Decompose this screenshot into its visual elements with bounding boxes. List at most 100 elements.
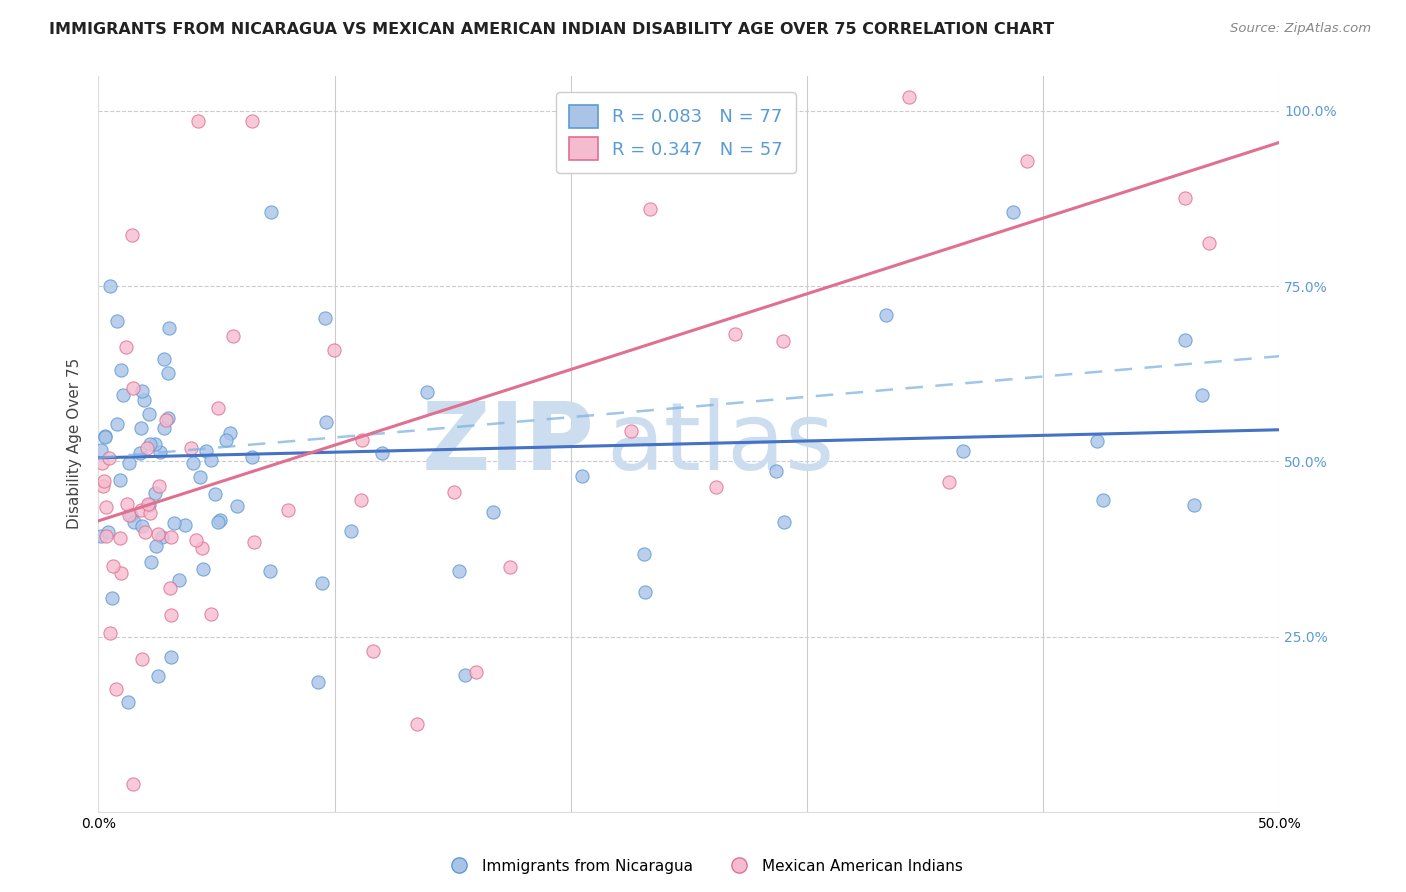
Point (145, 539, 167, 553)
Point (361, 644, 384, 658)
Point (1087, 434, 1109, 449)
Point (132, 392, 155, 407)
Point (131, 384, 153, 398)
Point (98, 451, 121, 466)
Point (240, 114, 263, 128)
Point (120, 508, 142, 522)
Point (162, 516, 184, 530)
Point (277, 503, 299, 517)
Point (149, 445, 172, 459)
Point (704, 479, 727, 493)
Point (150, 530, 173, 544)
Point (131, 421, 153, 435)
Point (94, 430, 117, 444)
Point (208, 513, 231, 527)
Point (128, 446, 150, 460)
Point (194, 444, 217, 458)
Point (117, 695, 139, 709)
Point (772, 334, 794, 349)
Point (139, 506, 162, 520)
Point (875, 308, 897, 322)
Point (110, 362, 132, 376)
Point (638, 202, 661, 216)
Point (1198, 236, 1220, 251)
Point (114, 340, 136, 354)
Point (465, 665, 488, 679)
Point (225, 499, 247, 513)
Point (340, 524, 363, 538)
Point (350, 493, 373, 508)
Legend: R = 0.083   N = 77, R = 0.347   N = 57: R = 0.083 N = 77, R = 0.347 N = 57 (557, 92, 796, 173)
Point (1015, 154, 1038, 169)
Point (191, 541, 214, 556)
Point (174, 518, 197, 533)
Point (153, 421, 176, 435)
Point (94, 500, 117, 514)
Point (139, 555, 162, 569)
Point (136, 497, 159, 511)
Point (215, 433, 238, 447)
Point (307, 675, 329, 690)
Point (101, 559, 124, 574)
Point (180, 441, 202, 455)
Point (243, 534, 266, 549)
Point (91, 456, 114, 470)
Text: ZIP: ZIP (422, 398, 595, 490)
Point (97, 524, 120, 539)
Point (159, 581, 181, 595)
Point (259, 564, 281, 578)
Point (207, 401, 229, 415)
Point (200, 607, 222, 622)
Point (323, 343, 346, 357)
Point (145, 437, 167, 451)
Point (765, 464, 787, 478)
Point (105, 417, 128, 432)
Point (131, 651, 153, 665)
Point (138, 498, 160, 512)
Point (157, 321, 180, 335)
Point (620, 424, 643, 438)
Point (122, 515, 145, 529)
Point (160, 649, 183, 664)
Point (204, 487, 226, 501)
Point (94, 428, 117, 442)
Point (146, 669, 169, 683)
Point (370, 446, 392, 460)
Point (98, 625, 121, 640)
Point (772, 515, 794, 529)
Point (90, 529, 112, 543)
Text: atlas: atlas (606, 398, 835, 490)
Point (157, 366, 180, 380)
Point (1191, 387, 1213, 401)
Point (240, 450, 263, 464)
Point (148, 479, 170, 493)
Point (122, 381, 145, 395)
Point (200, 453, 222, 467)
Point (499, 560, 522, 574)
Point (138, 407, 160, 421)
Point (118, 456, 141, 470)
Point (315, 415, 337, 429)
Point (188, 470, 211, 484)
Point (121, 227, 143, 242)
Point (218, 425, 240, 440)
Point (571, 468, 593, 483)
Point (352, 433, 374, 447)
Point (90, 442, 112, 457)
Text: Source: ZipAtlas.com: Source: ZipAtlas.com (1230, 22, 1371, 36)
Point (447, 564, 470, 578)
Point (155, 413, 177, 427)
Point (134, 524, 156, 539)
Point (191, 562, 214, 576)
Point (1092, 493, 1115, 508)
Point (222, 328, 245, 343)
Legend: Immigrants from Nicaragua, Mexican American Indians: Immigrants from Nicaragua, Mexican Ameri… (437, 853, 969, 880)
Point (187, 114, 209, 128)
Point (1001, 204, 1024, 219)
Point (1174, 333, 1197, 347)
Point (93, 474, 115, 488)
Point (131, 518, 153, 533)
Point (112, 388, 135, 402)
Point (482, 505, 505, 519)
Y-axis label: Disability Age Over 75: Disability Age Over 75 (67, 359, 83, 529)
